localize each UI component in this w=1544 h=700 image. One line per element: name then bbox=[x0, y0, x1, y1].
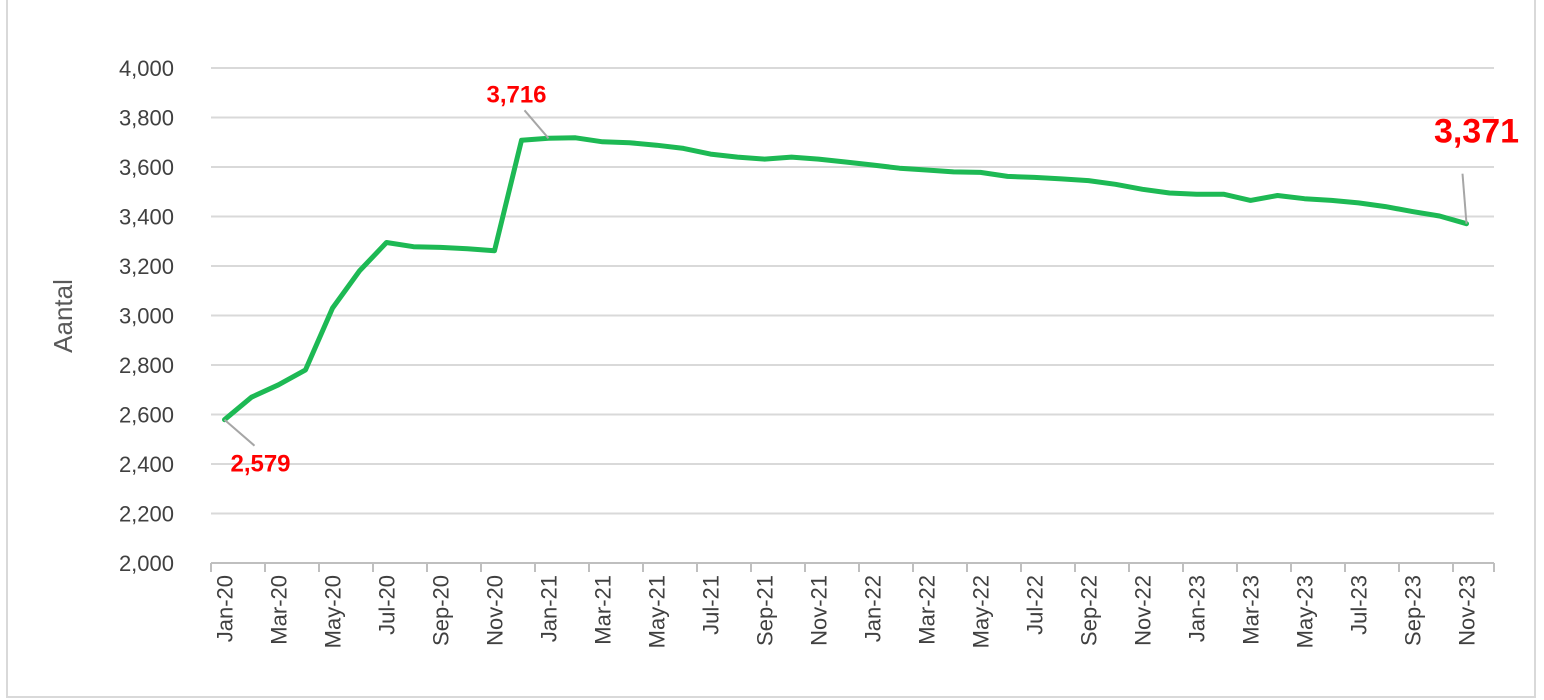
x-tick-label: Jan-23 bbox=[1185, 575, 1210, 642]
x-tick-label: Jan-22 bbox=[861, 575, 886, 642]
x-tick-label: Nov-22 bbox=[1131, 575, 1156, 646]
y-tick-label: 3,000 bbox=[119, 304, 174, 329]
y-tick-label: 2,600 bbox=[119, 403, 174, 428]
x-tick-label: May-21 bbox=[645, 575, 670, 648]
data-label: 3,716 bbox=[486, 81, 546, 108]
x-tick-label: Sep-23 bbox=[1401, 575, 1426, 646]
x-tick-label: Nov-20 bbox=[483, 575, 508, 646]
y-tick-label: 3,800 bbox=[119, 106, 174, 131]
x-tick-label: Jul-21 bbox=[699, 575, 724, 635]
x-tick-label: Jul-23 bbox=[1347, 575, 1372, 635]
y-tick-label: 3,400 bbox=[119, 205, 174, 230]
x-tick-label: Jan-20 bbox=[213, 575, 238, 642]
y-tick-label: 3,600 bbox=[119, 155, 174, 180]
y-tick-label: 2,800 bbox=[119, 353, 174, 378]
x-tick-label: Nov-23 bbox=[1455, 575, 1480, 646]
x-axis: Jan-20 Mar-20 May-20 Jul-20 Sep-20 Nov-20 Jan-… bbox=[210, 562, 1495, 648]
annotation-leader bbox=[523, 109, 550, 139]
x-tick-label: May-20 bbox=[321, 575, 346, 648]
data-label: 2,579 bbox=[230, 451, 290, 478]
y-tick-label: 4,000 bbox=[119, 56, 174, 81]
y-axis: 2,000 2,200 2,400 2,600 2,800 3,000 3,200 3,400… bbox=[119, 56, 174, 576]
x-tick-label: Mar-22 bbox=[915, 575, 940, 645]
annotations: 2,579 3,716 3,371 bbox=[223, 81, 1519, 478]
x-tick-label: Sep-22 bbox=[1077, 575, 1102, 646]
gridlines bbox=[211, 67, 1494, 564]
y-tick-label: 2,200 bbox=[119, 502, 174, 527]
series-layer bbox=[222, 135, 1469, 423]
x-tick-label: Jul-22 bbox=[1023, 575, 1048, 635]
x-tick-label: Mar-23 bbox=[1239, 575, 1264, 645]
x-tick-label: Jan-21 bbox=[537, 575, 562, 642]
x-tick-label: Jul-20 bbox=[375, 575, 400, 635]
x-tick-label: Mar-20 bbox=[267, 575, 292, 645]
y-tick-label: 2,000 bbox=[119, 551, 174, 576]
y-tick-label: 3,200 bbox=[119, 254, 174, 279]
annotation-leader bbox=[223, 418, 256, 447]
y-tick-label: 2,400 bbox=[119, 452, 174, 477]
x-tick-label: Sep-20 bbox=[429, 575, 454, 646]
data-label: 3,371 bbox=[1434, 113, 1519, 151]
series-line bbox=[222, 135, 1469, 423]
x-tick-label: Sep-21 bbox=[753, 575, 778, 646]
x-tick-label: May-22 bbox=[969, 575, 994, 648]
x-tick-label: May-23 bbox=[1293, 575, 1318, 648]
x-tick-label: Nov-21 bbox=[807, 575, 832, 646]
y-axis-label: Aantal bbox=[48, 279, 78, 353]
chart-frame bbox=[6, 0, 1536, 698]
x-tick-label: Mar-21 bbox=[591, 575, 616, 645]
annotation-leader bbox=[1461, 173, 1468, 224]
